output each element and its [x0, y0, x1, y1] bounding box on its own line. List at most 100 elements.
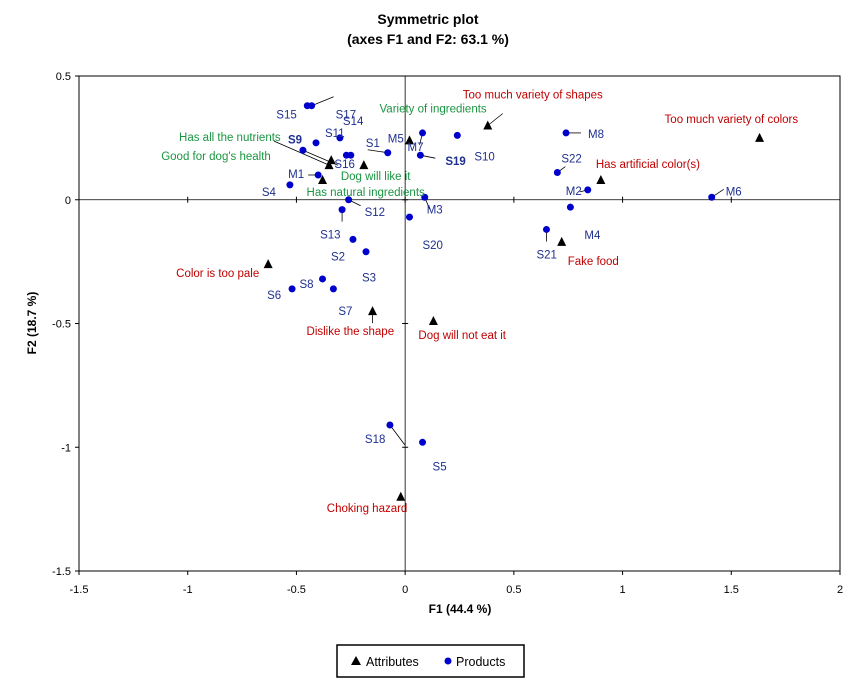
product-label: S4: [262, 187, 277, 199]
product-marker: [416, 151, 424, 159]
x-tick-label: -1.5: [70, 584, 89, 596]
product-marker: [584, 186, 592, 194]
chart-title: Symmetric plot: [377, 11, 478, 27]
attribute-marker: [359, 160, 369, 170]
product-marker: [342, 151, 350, 159]
attribute-marker: [263, 259, 273, 269]
product-label: M2: [566, 186, 582, 198]
attribute-marker: [326, 155, 336, 165]
product-marker: [562, 129, 570, 137]
product-marker: [362, 248, 370, 256]
y-tick-label: 0.5: [56, 71, 71, 83]
x-tick-label: 1: [620, 584, 626, 596]
product-label: S15: [276, 110, 296, 122]
product-marker: [314, 171, 322, 179]
product-label: S18: [365, 434, 385, 446]
product-label: S21: [536, 249, 556, 261]
product-marker: [419, 438, 427, 446]
product-marker: [312, 139, 320, 147]
product-marker: [338, 206, 346, 214]
product-marker: [384, 149, 392, 157]
data-markers: [263, 102, 765, 501]
product-marker: [345, 196, 353, 204]
product-marker: [566, 203, 574, 211]
product-label: S17: [336, 110, 356, 122]
product-marker: [329, 285, 337, 293]
product-label: M4: [584, 230, 601, 242]
x-tick-label: 2: [837, 584, 843, 596]
attribute-marker: [396, 491, 406, 501]
product-label: S16: [334, 159, 354, 171]
product-label: M7: [408, 142, 424, 154]
product-label: S10: [474, 151, 494, 163]
x-tick-label: 1.5: [724, 584, 739, 596]
y-tick-label: -1.5: [52, 566, 71, 578]
attribute-marker: [404, 135, 414, 145]
attribute-marker: [428, 316, 438, 326]
product-marker: [405, 213, 413, 221]
x-tick-label: 0: [402, 584, 408, 596]
attribute-marker: [557, 236, 567, 246]
product-label: S2: [331, 251, 345, 263]
y-axis-title: F2 (18.7 %): [25, 292, 39, 355]
product-marker: [421, 193, 429, 201]
product-marker: [319, 275, 327, 283]
product-label: S3: [362, 273, 376, 285]
product-marker: [453, 131, 461, 139]
product-label: S7: [338, 306, 352, 318]
product-label: S13: [320, 230, 340, 242]
legend-attributes-label: Attributes: [366, 655, 419, 669]
product-label: S6: [267, 290, 281, 302]
product-marker: [553, 169, 561, 177]
attribute-label: Dog will not eat it: [418, 330, 506, 342]
attribute-marker: [755, 132, 765, 142]
attribute-label: Variety of ingredients: [379, 103, 486, 115]
product-label: M6: [726, 186, 742, 198]
product-label: S1: [366, 138, 380, 150]
product-label: S5: [433, 461, 447, 473]
product-label: S11: [325, 128, 345, 140]
product-label: M1: [288, 169, 304, 181]
attribute-label: Dog will like it: [341, 171, 411, 183]
x-axis-title: F1 (44.4 %): [429, 602, 492, 616]
legend-attributes-marker: [351, 656, 361, 665]
leader-line: [487, 113, 504, 126]
product-marker: [299, 146, 307, 154]
legend-products-label: Products: [456, 655, 505, 669]
attribute-marker: [368, 306, 378, 316]
x-tick-label: -1: [183, 584, 193, 596]
product-marker: [542, 225, 550, 233]
product-marker: [419, 129, 427, 137]
legend-box: [336, 644, 525, 678]
y-tick-label: -1: [61, 442, 71, 454]
product-label: S20: [422, 240, 442, 252]
product-label: S8: [300, 279, 314, 291]
product-marker: [386, 421, 394, 429]
legend-products-marker: [444, 657, 452, 665]
legend: Attributes Products: [336, 644, 525, 678]
attribute-marker: [483, 120, 493, 130]
attribute-label: Choking hazard: [327, 503, 408, 515]
plot-area: [78, 75, 841, 572]
product-label: M8: [588, 129, 604, 141]
attribute-marker: [596, 174, 606, 184]
attribute-label: Fake food: [568, 256, 619, 268]
x-tick-label: -0.5: [287, 584, 306, 596]
attribute-label: Good for dog's health: [161, 151, 271, 163]
chart-subtitle: (axes F1 and F2: 63.1 %): [347, 31, 509, 47]
attribute-label: Color is too pale: [176, 268, 259, 280]
product-label: M3: [427, 204, 443, 216]
x-tick-label: 0.5: [506, 584, 521, 596]
attribute-marker: [324, 160, 334, 170]
attribute-label: Has natural ingredients: [307, 187, 426, 199]
product-marker: [708, 193, 716, 201]
leader-line: [311, 96, 334, 107]
attribute-label: Too much variety of colors: [665, 114, 799, 126]
attribute-marker: [318, 174, 328, 184]
product-label: M5: [388, 134, 404, 146]
attribute-label: Has all the nutrients: [179, 132, 281, 144]
product-marker: [286, 181, 294, 189]
y-tick-label: -0.5: [52, 319, 71, 331]
attribute-label: Has artificial color(s): [596, 159, 700, 171]
